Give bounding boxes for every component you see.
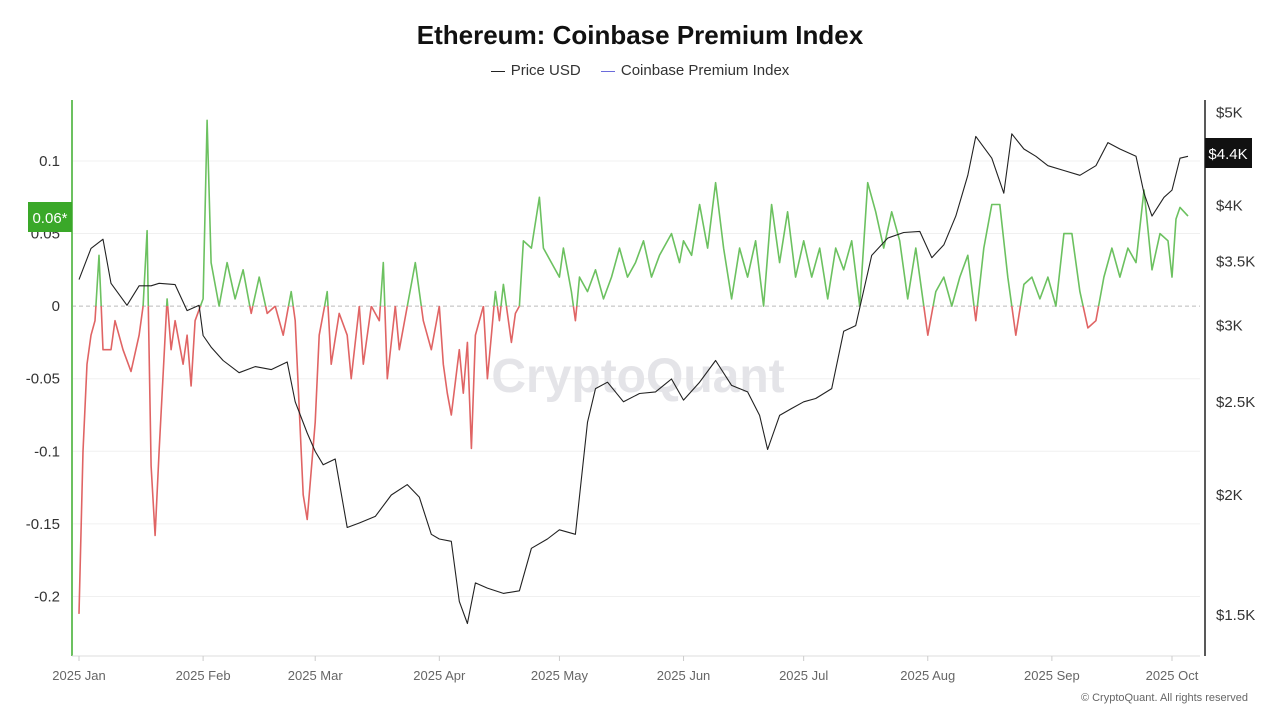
x-tick-label: 2025 Oct <box>1146 668 1199 683</box>
premium-line-positive <box>976 203 1013 307</box>
premium-line-negative <box>1011 305 1022 337</box>
chart-title: Ethereum: Coinbase Premium Index <box>416 20 864 50</box>
x-tick-label: 2025 Jul <box>779 668 828 683</box>
x-tick-label: 2025 Mar <box>288 668 344 683</box>
chart-legend: Price USD Coinbase Premium Index <box>0 62 1280 79</box>
left-tick-label: -0.05 <box>26 371 60 388</box>
premium-line-positive <box>1097 189 1189 307</box>
premium-line-negative <box>358 305 373 366</box>
premium-line-positive <box>252 276 267 307</box>
premium-line-negative <box>1082 305 1100 329</box>
left-tick-label: -0.15 <box>26 516 60 533</box>
right-tick-label: $1.5K <box>1216 607 1255 624</box>
premium-line-negative <box>973 306 979 322</box>
x-tick-label: 2025 Sep <box>1024 668 1080 683</box>
premium-line-positive <box>500 283 508 307</box>
premium-line-positive <box>493 290 499 307</box>
premium-line-negative <box>420 305 441 351</box>
premium-line-positive <box>932 254 975 307</box>
watermark: CryptoQuant <box>491 350 784 403</box>
premium-line-positive <box>406 261 423 307</box>
x-tick-label: 2025 Feb <box>176 668 231 683</box>
premium-line-negative <box>572 305 578 322</box>
premium-line-negative <box>394 305 409 351</box>
premium-line-positive <box>576 181 925 307</box>
premium-line-negative <box>166 305 202 387</box>
premium-current-badge <box>28 202 72 232</box>
premium-line-negative <box>923 305 934 337</box>
premium-line-positive <box>165 298 169 307</box>
right-tick-label: $2.5K <box>1216 394 1255 411</box>
premium-line-negative <box>292 305 326 521</box>
left-tick-label: 0.1 <box>39 153 60 170</box>
right-tick-label: $2K <box>1216 487 1243 504</box>
copyright-notice: © CryptoQuant. All rights reserved <box>1080 692 1248 704</box>
premium-line-negative <box>249 305 254 315</box>
right-tick-label: $3K <box>1216 318 1243 335</box>
premium-line-negative <box>505 305 521 344</box>
premium-line-negative <box>274 305 290 337</box>
right-tick-label: $4K <box>1216 198 1243 215</box>
legend-item-premium[interactable]: Coinbase Premium Index <box>600 62 790 79</box>
premium-line-negative <box>327 306 361 380</box>
legend-item-price[interactable]: Price USD <box>490 62 581 79</box>
premium-line-positive <box>95 254 102 307</box>
premium-line-negative <box>438 305 485 450</box>
price-current-label: $4.4K <box>1208 146 1247 163</box>
premium-line-negative <box>264 305 276 315</box>
right-tick-label: $3.5K <box>1216 253 1255 270</box>
premium-line-positive <box>1019 232 1084 307</box>
premium-line-positive <box>199 119 251 307</box>
premium-line-negative <box>384 306 397 380</box>
left-tick-label: -0.1 <box>34 443 60 460</box>
premium-line-positive <box>518 196 575 307</box>
price-current-badge <box>1205 138 1252 168</box>
premium-current-label: 0.06* <box>32 210 67 227</box>
x-tick-label: 2025 May <box>531 668 589 683</box>
left-tick-label: 0 <box>52 298 60 315</box>
premium-line-negative <box>482 306 495 380</box>
x-tick-label: 2025 Apr <box>413 668 466 683</box>
x-tick-label: 2025 Aug <box>900 668 955 683</box>
legend-label-price: Price USD <box>510 62 581 79</box>
premium-line-negative <box>496 305 502 322</box>
legend-label-premium: Coinbase Premium Index <box>620 62 790 79</box>
legend-swatch-premium <box>600 70 615 72</box>
premium-line-positive <box>379 261 386 307</box>
premium-line-negative <box>370 305 382 322</box>
price-line <box>78 133 1189 625</box>
premium-line-negative <box>100 305 144 373</box>
premium-line-negative <box>78 306 97 614</box>
premium-line-positive <box>142 229 150 307</box>
x-tick-label: 2025 Jan <box>52 668 106 683</box>
right-tick-label: $5K <box>1216 104 1243 121</box>
legend-swatch-price <box>490 70 505 72</box>
premium-line-negative <box>147 306 168 537</box>
premium-line-positive <box>287 290 294 307</box>
left-tick-label: -0.2 <box>34 588 60 605</box>
premium-line-positive <box>323 290 329 307</box>
x-tick-label: 2025 Jun <box>657 668 711 683</box>
